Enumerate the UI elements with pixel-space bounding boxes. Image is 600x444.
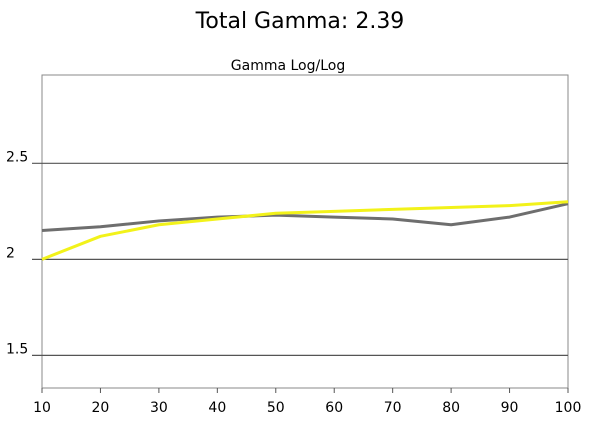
chart-title: Total Gamma: 2.39 [195, 9, 405, 34]
x-tick-label: 90 [501, 400, 519, 416]
x-tick-label: 70 [384, 400, 402, 416]
chart-subtitle: Gamma Log/Log [231, 58, 345, 74]
y-tick-label: 1.5 [6, 341, 28, 357]
x-tick-label: 80 [442, 400, 460, 416]
y-tick-label: 2 [6, 245, 15, 261]
y-tick-label: 2.5 [6, 149, 28, 165]
plot-frame [41, 74, 569, 389]
x-tick-label: 40 [208, 400, 226, 416]
x-tick-label: 50 [267, 400, 285, 416]
series-line [41, 202, 569, 233]
x-tick-label: 20 [92, 400, 110, 416]
series-line [41, 200, 569, 261]
x-tick-label: 30 [150, 400, 168, 416]
x-tick-label: 60 [325, 400, 343, 416]
x-tick-label: 100 [555, 400, 582, 416]
x-tick-label: 10 [33, 400, 51, 416]
